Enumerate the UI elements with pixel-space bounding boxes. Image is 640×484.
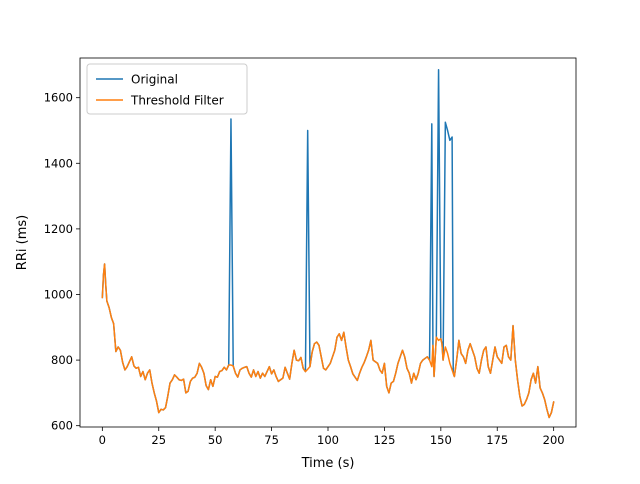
y-tick-label: 1400: [44, 156, 73, 170]
x-tick-label: 0: [99, 433, 106, 447]
y-tick-label: 1200: [44, 222, 73, 236]
y-tick-label: 1600: [44, 91, 73, 105]
x-tick-label: 200: [543, 433, 565, 447]
x-tick-label: 75: [264, 433, 279, 447]
y-tick-label: 600: [51, 419, 73, 433]
x-axis: 0 25 50 75 100 125 150 175 200: [99, 427, 565, 447]
x-tick-label: 100: [317, 433, 339, 447]
x-tick-label: 25: [151, 433, 166, 447]
y-tick-label: 800: [51, 353, 73, 367]
x-axis-label: Time (s): [301, 456, 355, 471]
x-tick-label: 125: [373, 433, 395, 447]
y-tick-label: 1000: [44, 287, 73, 301]
plot-area: [101, 69, 555, 419]
x-tick-label: 150: [430, 433, 452, 447]
x-tick-label: 175: [486, 433, 508, 447]
legend-box: [86, 63, 248, 115]
series-line-threshold-filter: [101, 263, 555, 419]
x-tick-label: 50: [208, 433, 223, 447]
legend-label: Original: [131, 73, 178, 87]
y-axis: 600 800 1000 1200 1400 1600: [44, 91, 80, 433]
axes-frame: [79, 57, 577, 428]
legend: Original Threshold Filter: [86, 63, 248, 115]
y-axis-label: RRi (ms): [15, 215, 30, 270]
legend-label: Threshold Filter: [130, 94, 224, 108]
